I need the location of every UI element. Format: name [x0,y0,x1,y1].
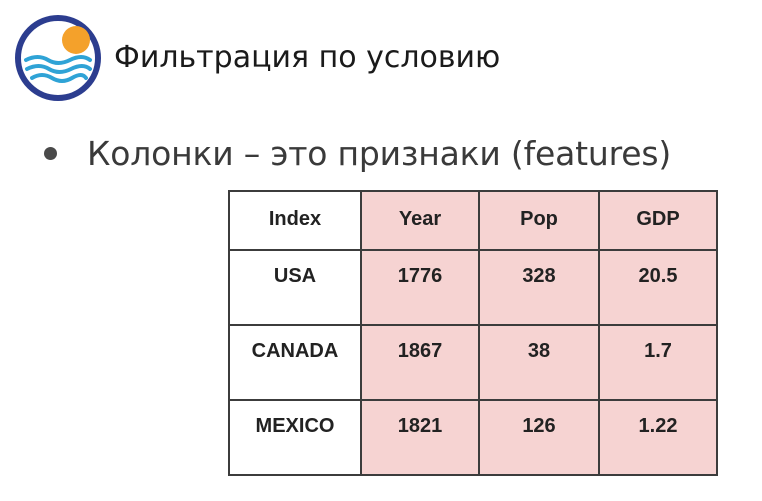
row-index-cell: USA [228,249,362,326]
data-table: Index Year Pop GDP USA 1776 328 20.5 CAN… [228,190,718,476]
bullet-item: Колонки – это признаки (features) [40,130,671,176]
table-header-row: Index Year Pop GDP [228,190,718,251]
pop-cell: 38 [478,324,600,401]
row-index-cell: CANADA [228,324,362,401]
pop-cell: 126 [478,399,600,476]
gdp-cell: 20.5 [598,249,718,326]
column-header-index: Index [228,190,362,251]
year-cell: 1867 [360,324,480,401]
table-row: CANADA 1867 38 1.7 [228,324,718,401]
bullet-dot-icon [44,146,57,160]
sun-over-waves-logo-icon [15,15,101,101]
slide-title: Фильтрация по условию [114,40,501,75]
row-index-cell: MEXICO [228,399,362,476]
column-header-pop: Pop [478,190,600,251]
year-cell: 1776 [360,249,480,326]
column-header-year: Year [360,190,480,251]
table-row: MEXICO 1821 126 1.22 [228,399,718,476]
gdp-cell: 1.7 [598,324,718,401]
year-cell: 1821 [360,399,480,476]
table-row: USA 1776 328 20.5 [228,249,718,326]
gdp-cell: 1.22 [598,399,718,476]
bullet-text: Колонки – это признаки (features) [87,133,672,173]
column-header-gdp: GDP [598,190,718,251]
pop-cell: 328 [478,249,600,326]
